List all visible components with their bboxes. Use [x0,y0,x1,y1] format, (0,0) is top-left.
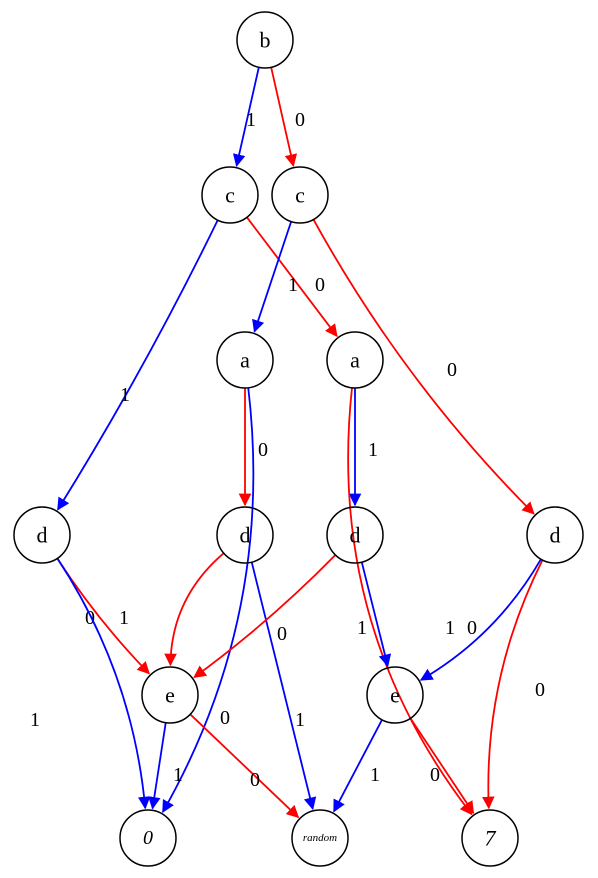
edge-c2-d4 [314,220,534,514]
node-e2: e [367,667,423,723]
edge-label-b-c2: 0 [295,109,305,131]
node-label-tr: random [303,832,337,844]
edges-group: 1010100110011010101010 [30,67,545,817]
node-label-d1: d [37,523,48,548]
edge-label-d3-e2: 1 [357,617,367,639]
edge-label-c1-d1: 1 [120,384,130,406]
nodes-group: b c c a a d d d d e e 0 random 7 [14,12,583,866]
edge-d2-e1 [170,553,223,665]
node-label-c1: c [225,183,235,208]
node-d1: d [14,507,70,563]
edge-d1-e1 [57,558,149,673]
edge-label-d1-t0: 1 [30,709,40,731]
edge-label-e1-t0: 1 [173,764,183,786]
node-t7: 7 [462,810,518,866]
node-label-d2: d [240,523,251,548]
node-label-e1: e [165,683,175,708]
edge-label-e1-tr: 0 [250,769,260,791]
node-label-t0: 0 [143,827,153,849]
edge-label-d2-e1: 0 [220,707,230,729]
edge-label-a2-t7: 0 [535,679,545,701]
edge-label-c2-d4: 0 [447,359,457,381]
edge-label-d3-e1: 0 [277,623,287,645]
node-a2: a [327,332,383,388]
edge-d4-e2 [421,559,541,680]
edge-label-a1-t0: 1 [119,607,129,629]
node-d2: d [217,507,273,563]
edge-label-e2-tr: 1 [370,764,380,786]
decision-diagram: 1010100110011010101010bccaaddddee0random… [0,0,598,878]
node-label-b: b [260,28,271,53]
node-d3: d [327,507,383,563]
edge-d3-e2 [362,562,388,666]
edge-e1-tr [190,714,298,817]
node-c1: c [202,167,258,223]
node-label-d4: d [550,523,561,548]
edge-e2-t7 [410,718,473,813]
node-t0: 0 [120,810,176,866]
edge-c2-a1 [254,222,291,332]
edge-label-d2-tr: 1 [295,709,305,731]
node-a1: a [217,332,273,388]
node-tr: random [292,810,348,866]
edge-label-d1-e1: 0 [85,607,95,629]
edge-label-a2-d3: 1 [368,439,378,461]
edge-d2-tr [252,562,313,809]
node-label-d3: d [350,523,361,548]
node-label-c2: c [295,183,305,208]
node-label-t7: 7 [485,826,497,851]
node-label-a2: a [350,348,360,373]
node-c2: c [272,167,328,223]
edge-d1-t0 [57,558,145,808]
edge-e1-t0 [153,723,166,809]
edge-a1-t0 [163,388,254,812]
node-b: b [237,12,293,68]
edge-label-b-c1: 1 [246,109,256,131]
edge-label-c1-a2: 0 [315,274,325,296]
node-label-a1: a [240,348,250,373]
edge-label-e2-t7: 0 [430,764,440,786]
node-e1: e [142,667,198,723]
edge-label-a1-d2: 0 [258,439,268,461]
node-label-e2: e [390,683,400,708]
edge-label-c2-a1: 1 [288,274,298,296]
edge-label-d4-t7: 0 [467,617,477,639]
node-d4: d [527,507,583,563]
edge-b-c2 [271,67,293,165]
edge-label-d4-e2: 1 [445,617,455,639]
edge-c1-d1 [58,220,218,509]
